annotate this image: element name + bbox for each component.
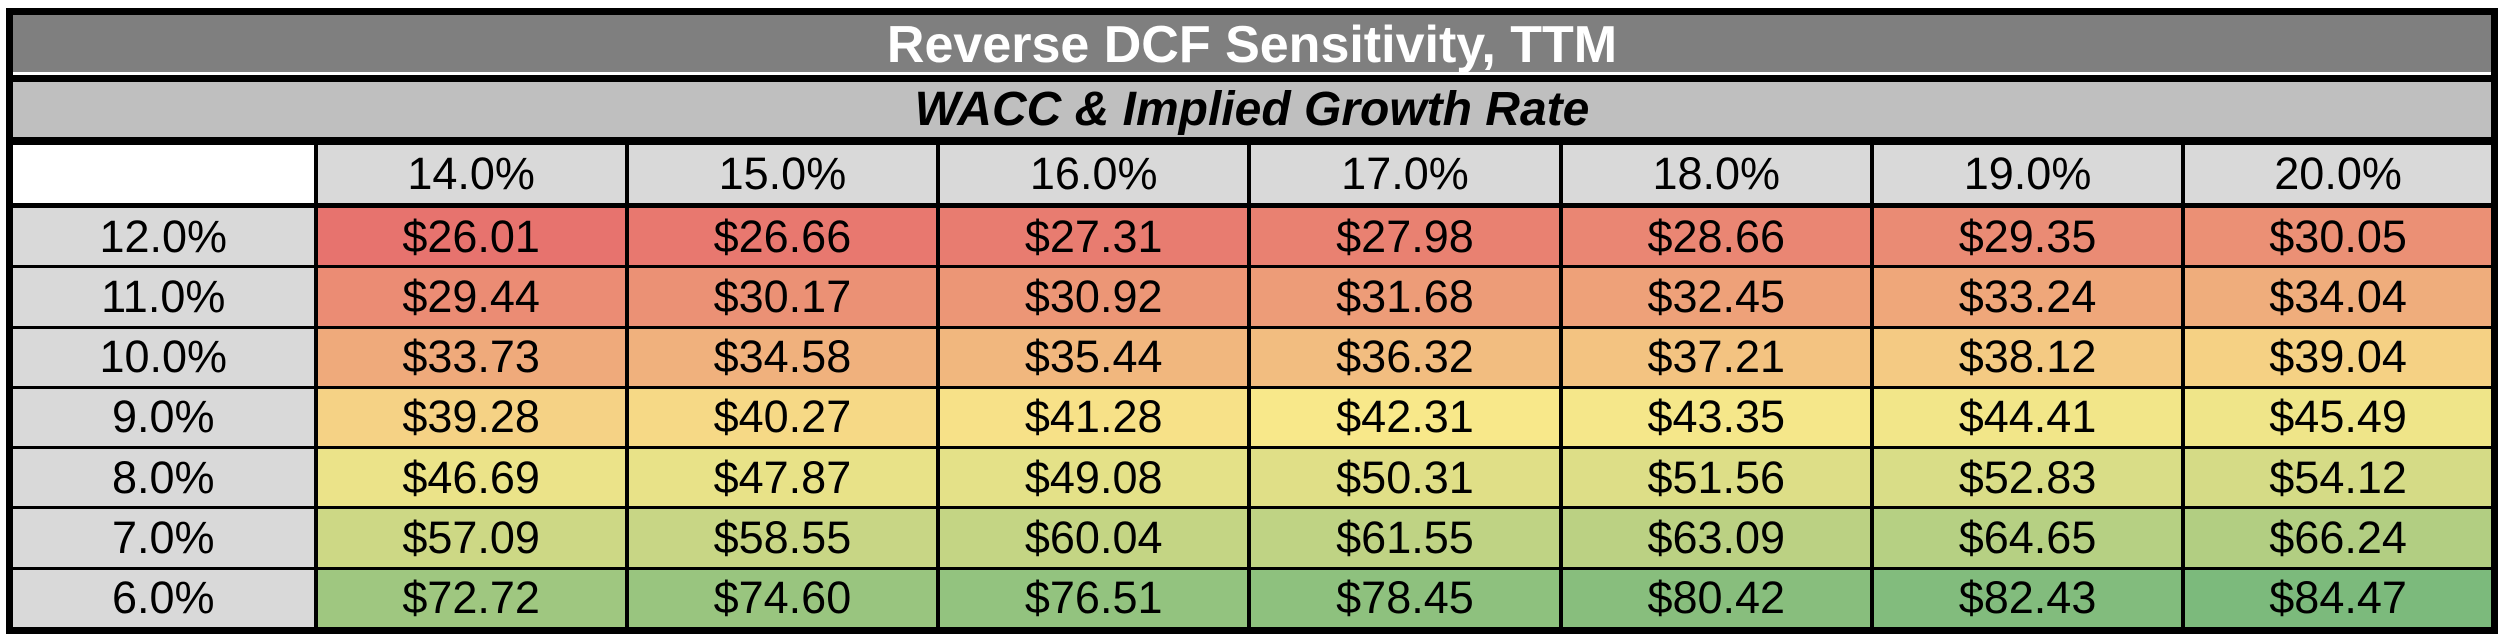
growth-row-header[interactable]: 7.0% (7, 506, 318, 570)
price-cell[interactable]: $35.44 (936, 325, 1252, 389)
price-cell[interactable]: $27.98 (1247, 203, 1563, 269)
price-cell[interactable]: $40.27 (624, 385, 941, 450)
price-cell[interactable]: $34.58 (624, 325, 941, 389)
sensitivity-table-container: Reverse DCF Sensitivity, TTM WACC & Impl… (6, 8, 2498, 634)
price-cell[interactable]: $54.12 (2181, 446, 2497, 510)
price-cell[interactable]: $61.55 (1247, 506, 1563, 570)
price-cell[interactable]: $27.31 (936, 203, 1252, 269)
price-cell[interactable]: $60.04 (936, 506, 1252, 570)
column-header-row: 14.0% 15.0% 16.0% 17.0% 18.0% 19.0% 20.0% (7, 139, 2497, 208)
price-cell[interactable]: $76.51 (936, 566, 1252, 632)
growth-row-header[interactable]: 11.0% (7, 265, 318, 329)
growth-row-header[interactable]: 9.0% (7, 385, 318, 450)
wacc-column-header[interactable]: 16.0% (936, 139, 1252, 208)
price-cell[interactable]: $58.55 (624, 506, 941, 570)
price-cell[interactable]: $32.45 (1558, 265, 1874, 329)
wacc-column-header[interactable]: 15.0% (624, 139, 941, 208)
subtitle-row: WACC & Implied Growth Rate (9, 78, 2495, 145)
growth-row-header[interactable]: 8.0% (7, 446, 318, 510)
price-cell[interactable]: $30.05 (2181, 203, 2497, 269)
price-cell[interactable]: $44.41 (1869, 385, 2186, 450)
price-cell[interactable]: $39.04 (2181, 325, 2497, 389)
price-cell[interactable]: $38.12 (1869, 325, 2186, 389)
wacc-column-header[interactable]: 18.0% (1558, 139, 1874, 208)
price-cell[interactable]: $80.42 (1558, 566, 1874, 632)
price-cell[interactable]: $46.69 (313, 446, 629, 510)
growth-row-header[interactable]: 12.0% (7, 203, 318, 269)
price-cell[interactable]: $30.17 (624, 265, 941, 329)
table-subtitle: WACC & Implied Growth Rate (9, 78, 2495, 145)
title-row: Reverse DCF Sensitivity, TTM (9, 11, 2495, 82)
wacc-column-header[interactable]: 14.0% (313, 139, 629, 208)
price-cell[interactable]: $51.56 (1558, 446, 1874, 510)
table-title: Reverse DCF Sensitivity, TTM (9, 11, 2495, 82)
price-cell[interactable]: $29.35 (1869, 203, 2186, 269)
price-cell[interactable]: $47.87 (624, 446, 941, 510)
table-row: 8.0% $46.69 $47.87 $49.08 $50.31 $51.56 $52.83… (7, 446, 2497, 510)
price-cell[interactable]: $49.08 (936, 446, 1252, 510)
growth-row-header[interactable]: 6.0% (7, 566, 318, 632)
price-cell[interactable]: $84.47 (2181, 566, 2497, 632)
price-cell[interactable]: $66.24 (2181, 506, 2497, 570)
price-cell[interactable]: $26.01 (313, 203, 629, 269)
wacc-column-header[interactable]: 17.0% (1247, 139, 1563, 208)
wacc-column-header[interactable]: 19.0% (1869, 139, 2186, 208)
price-cell[interactable]: $29.44 (313, 265, 629, 329)
price-cell[interactable]: $57.09 (313, 506, 629, 570)
price-cell[interactable]: $30.92 (936, 265, 1252, 329)
price-cell[interactable]: $37.21 (1558, 325, 1874, 389)
table-row: 10.0% $33.73 $34.58 $35.44 $36.32 $37.21 $38.1… (7, 325, 2497, 389)
price-cell[interactable]: $50.31 (1247, 446, 1563, 510)
price-cell[interactable]: $36.32 (1247, 325, 1563, 389)
growth-row-header[interactable]: 10.0% (7, 325, 318, 389)
price-cell[interactable]: $82.43 (1869, 566, 2186, 632)
reverse-dcf-sensitivity-table: Reverse DCF Sensitivity, TTM WACC & Impl… (6, 8, 2498, 634)
table-row: 12.0% $26.01 $26.66 $27.31 $27.98 $28.66 $29.3… (7, 203, 2497, 269)
price-cell[interactable]: $72.72 (313, 566, 629, 632)
price-cell[interactable]: $39.28 (313, 385, 629, 450)
price-cell[interactable]: $64.65 (1869, 506, 2186, 570)
price-cell[interactable]: $43.35 (1558, 385, 1874, 450)
table-row: 9.0% $39.28 $40.27 $41.28 $42.31 $43.35 $44.41… (7, 385, 2497, 450)
price-cell[interactable]: $42.31 (1247, 385, 1563, 450)
table-row: 6.0% $72.72 $74.60 $76.51 $78.45 $80.42 $82.43… (7, 566, 2497, 632)
price-cell[interactable]: $28.66 (1558, 203, 1874, 269)
price-cell[interactable]: $78.45 (1247, 566, 1563, 632)
price-cell[interactable]: $63.09 (1558, 506, 1874, 570)
price-cell[interactable]: $41.28 (936, 385, 1252, 450)
price-cell[interactable]: $33.24 (1869, 265, 2186, 329)
price-cell[interactable]: $74.60 (624, 566, 941, 632)
price-cell[interactable]: $52.83 (1869, 446, 2186, 510)
price-cell[interactable]: $33.73 (313, 325, 629, 389)
price-cell[interactable]: $26.66 (624, 203, 941, 269)
corner-cell[interactable] (7, 139, 318, 208)
table-row: 11.0% $29.44 $30.17 $30.92 $31.68 $32.45 $33.2… (7, 265, 2497, 329)
wacc-column-header[interactable]: 20.0% (2181, 139, 2497, 208)
price-cell[interactable]: $34.04 (2181, 265, 2497, 329)
price-cell[interactable]: $31.68 (1247, 265, 1563, 329)
table-row: 7.0% $57.09 $58.55 $60.04 $61.55 $63.09 $64.65… (7, 506, 2497, 570)
price-cell[interactable]: $45.49 (2181, 385, 2497, 450)
